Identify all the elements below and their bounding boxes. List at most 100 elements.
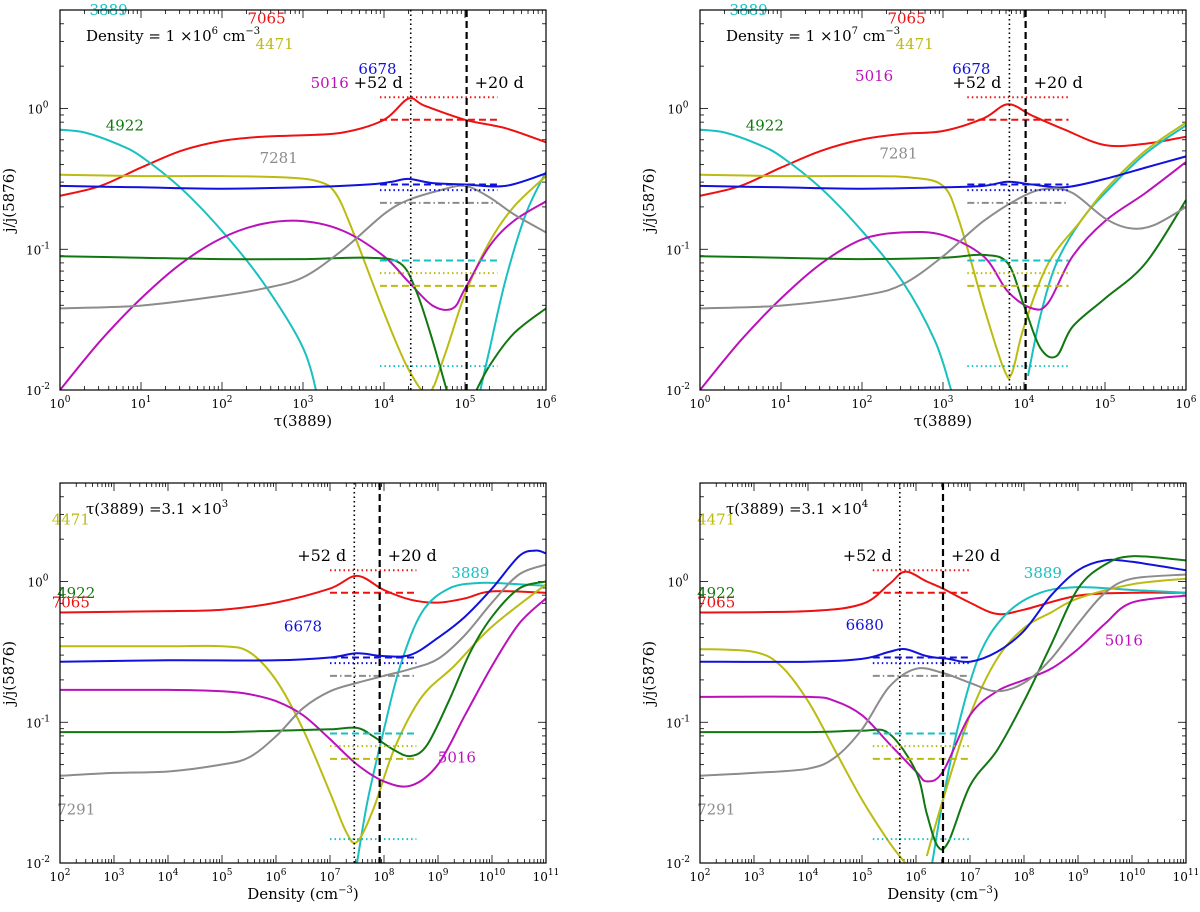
x-tick-label: 107 bbox=[319, 868, 340, 884]
x-tick-label: 1011 bbox=[533, 868, 560, 884]
epoch-label: +52 d bbox=[952, 73, 1001, 92]
series-label-6678: 6678 bbox=[358, 60, 396, 78]
x-tick-label: 101 bbox=[130, 395, 151, 411]
series-label-5016: 5016 bbox=[1105, 632, 1143, 650]
series-label-4922: 4922 bbox=[106, 116, 144, 134]
x-tick-label: 109 bbox=[1067, 868, 1088, 884]
plot-frame bbox=[59, 482, 547, 864]
x-tick-label: 102 bbox=[49, 868, 70, 884]
panel-title: Density = 1 ×107 cm−3 bbox=[726, 26, 900, 45]
x-tick-label: 103 bbox=[292, 395, 313, 411]
series-label-4922: 4922 bbox=[57, 584, 95, 602]
y-tick-label: 10-1 bbox=[26, 241, 50, 257]
y-tick-label: 100 bbox=[667, 574, 688, 590]
y-axis-label: j/j(5876) bbox=[640, 168, 658, 234]
series-line-3889 bbox=[356, 581, 546, 863]
x-tick-label: 108 bbox=[373, 868, 394, 884]
series-line-5016 bbox=[60, 200, 546, 390]
series-line-7065 bbox=[700, 570, 1186, 616]
series-line-7065 bbox=[60, 97, 546, 197]
series-line-5016 bbox=[700, 594, 1186, 783]
plot-frame bbox=[699, 482, 1187, 864]
x-tick-label: 106 bbox=[905, 868, 926, 884]
x-tick-label: 103 bbox=[932, 395, 953, 411]
panel-4: 102 103 104 105 106 107 108 109 1010 1011 10-2 10-1… bbox=[640, 482, 1200, 903]
series-line-6678 bbox=[60, 549, 546, 663]
y-tick-label: 10-2 bbox=[666, 382, 690, 398]
series-label-5016: 5016 bbox=[438, 748, 476, 766]
series-label-4471: 4471 bbox=[256, 35, 294, 53]
series-label-5016: 5016 bbox=[855, 67, 893, 85]
y-tick-label: 10-2 bbox=[26, 855, 50, 871]
series-label-6678: 6678 bbox=[284, 618, 322, 636]
series-label-7065: 7065 bbox=[887, 9, 925, 27]
series-line-4922 bbox=[700, 555, 1186, 851]
x-tick-label: 100 bbox=[49, 395, 70, 411]
x-tick-label: 103 bbox=[743, 868, 764, 884]
series-label-4471: 4471 bbox=[896, 35, 934, 53]
x-tick-label: 109 bbox=[427, 868, 448, 884]
panel-1: 100 101 102 103 104 105 106 10-2 10-1 100 τ(3889) j… bbox=[0, 1, 557, 430]
epoch-label: +20 d bbox=[1034, 73, 1083, 92]
panel-2: 100 101 102 103 104 105 106 10-2 10-1 100 τ(3889) j… bbox=[640, 1, 1197, 430]
series-line-4471 bbox=[700, 121, 1186, 379]
curves bbox=[700, 96, 1186, 390]
epoch-label: +52 d bbox=[354, 73, 403, 92]
series-label-5016: 5016 bbox=[311, 74, 349, 92]
series-label-6680: 6680 bbox=[846, 616, 884, 634]
axis-ticks bbox=[59, 9, 546, 391]
y-axis-label: j/j(5876) bbox=[0, 641, 18, 707]
series-line-4922 bbox=[60, 580, 546, 758]
curves bbox=[700, 555, 1186, 863]
plot-frame bbox=[699, 9, 1187, 391]
panel-title: τ(3889) =3.1 ×104 bbox=[726, 499, 868, 518]
series-label-7291: 7291 bbox=[57, 801, 95, 819]
series-line-5016 bbox=[60, 597, 546, 788]
x-tick-label: 1011 bbox=[1173, 868, 1200, 884]
y-tick-label: 10-1 bbox=[666, 714, 690, 730]
series-line-6678 bbox=[700, 155, 1186, 190]
x-tick-label: 102 bbox=[211, 395, 232, 411]
x-tick-label: 105 bbox=[454, 395, 475, 411]
curves bbox=[60, 96, 546, 390]
x-axis-label: Density (cm−3) bbox=[247, 885, 358, 903]
epoch-label: +20 d bbox=[388, 546, 437, 565]
x-tick-label: 106 bbox=[535, 395, 556, 411]
x-tick-label: 102 bbox=[851, 395, 872, 411]
y-tick-label: 100 bbox=[27, 101, 48, 117]
x-tick-label: 101 bbox=[770, 395, 791, 411]
epoch-label: +52 d bbox=[297, 546, 346, 565]
series-label-7281: 7281 bbox=[879, 145, 917, 163]
series-label-4922: 4922 bbox=[746, 116, 784, 134]
series-line-4471 bbox=[700, 648, 906, 863]
axis-ticks bbox=[699, 9, 1186, 391]
series-label-7291: 7291 bbox=[697, 801, 735, 819]
series-line-4471-tail bbox=[925, 577, 1186, 857]
panel-title: τ(3889) =3.1 ×103 bbox=[86, 499, 228, 518]
curves bbox=[60, 549, 546, 863]
series-line-4922 bbox=[700, 199, 1186, 359]
x-tick-label: 107 bbox=[959, 868, 980, 884]
series-line-4922-tail bbox=[475, 307, 546, 390]
y-axis-label: j/j(5876) bbox=[640, 641, 658, 707]
series-label-3889: 3889 bbox=[451, 564, 489, 582]
x-tick-label: 1010 bbox=[479, 868, 506, 884]
series-line-4471 bbox=[60, 583, 546, 845]
series-line-7291 bbox=[60, 563, 546, 777]
x-tick-label: 105 bbox=[1094, 395, 1115, 411]
panel-title: Density = 1 ×106 cm−3 bbox=[86, 26, 260, 45]
series-line-3889-tail bbox=[479, 171, 546, 390]
x-tick-label: 106 bbox=[1175, 395, 1196, 411]
epoch-label: +20 d bbox=[475, 73, 524, 92]
plot-frame bbox=[59, 9, 547, 391]
x-axis-label: τ(3889) bbox=[274, 412, 332, 430]
y-axis-label: j/j(5876) bbox=[0, 168, 18, 234]
series-label-7065: 7065 bbox=[247, 9, 285, 27]
series-line-6680 bbox=[700, 558, 1186, 663]
series-line-7065 bbox=[700, 103, 1186, 197]
x-tick-label: 105 bbox=[851, 868, 872, 884]
x-tick-label: 103 bbox=[103, 868, 124, 884]
x-tick-label: 104 bbox=[157, 868, 178, 884]
series-line-7281 bbox=[60, 184, 546, 310]
x-axis-label: τ(3889) bbox=[914, 412, 972, 430]
